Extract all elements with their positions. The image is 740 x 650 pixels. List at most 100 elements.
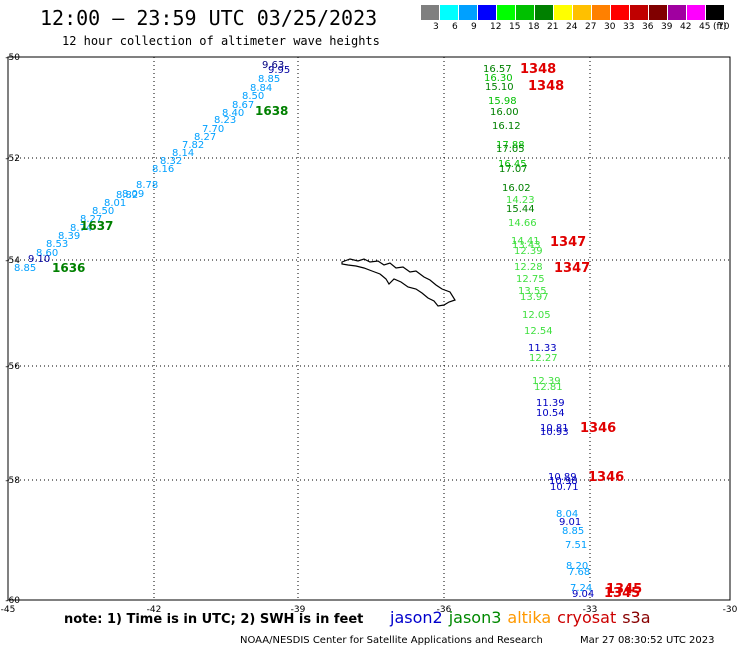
wave-height-label: 10.98 bbox=[549, 476, 578, 487]
wave-height-label: 9.95 bbox=[268, 65, 290, 76]
footer-note: note: 1) Time is in UTC; 2) SWH is in fe… bbox=[64, 612, 364, 627]
scale-swatch bbox=[706, 5, 724, 20]
scale-swatch bbox=[649, 5, 667, 20]
wave-height-label: 8.50 bbox=[242, 91, 264, 102]
wave-height-label: 15.10 bbox=[485, 82, 514, 93]
wave-height-label: 16.02 bbox=[502, 183, 531, 194]
wave-height-label: 8.27 bbox=[80, 214, 102, 225]
wave-height-label: 12.27 bbox=[529, 353, 558, 364]
wave-height-label: 8.09 bbox=[122, 189, 144, 200]
scale-tick-label: 45 bbox=[699, 22, 711, 32]
lon-tick-label: -42 bbox=[147, 605, 162, 615]
wave-height-tracks: 9.639.958.858.848.508.678.408.237.708.27… bbox=[14, 60, 642, 601]
lat-tick-label: -54 bbox=[5, 256, 20, 266]
pass-time-label: 1346 bbox=[588, 470, 624, 485]
wave-height-label: 16.30 bbox=[484, 73, 513, 84]
pass-time-label: 1638 bbox=[255, 104, 288, 118]
pass-time-label: 1346 bbox=[580, 421, 616, 436]
lat-tick-label: -52 bbox=[5, 154, 20, 164]
wave-height-label: 8.04 bbox=[556, 509, 578, 520]
wave-height-label: 10.81 bbox=[540, 423, 569, 434]
wave-height-label: 9.10 bbox=[28, 254, 50, 265]
wave-height-label: 16.45 bbox=[498, 159, 527, 170]
scale-swatch bbox=[687, 5, 705, 20]
wave-height-label: 8.40 bbox=[222, 108, 244, 119]
scale-tick-label: 70 bbox=[718, 22, 730, 32]
scale-tick-label: 15 bbox=[509, 22, 521, 32]
wave-height-label: 8.32 bbox=[160, 156, 182, 167]
wave-height-label: 17.05 bbox=[496, 144, 525, 155]
wave-height-label: 8.20 bbox=[566, 561, 588, 572]
scale-swatch bbox=[630, 5, 648, 20]
wave-height-label: 8.78 bbox=[136, 180, 158, 191]
lat-tick-label: -50 bbox=[5, 53, 20, 63]
wave-height-label: 8.60 bbox=[36, 248, 58, 259]
wave-height-label: 8.50 bbox=[92, 206, 114, 217]
wave-height-label: 8.82 bbox=[116, 190, 138, 201]
scale-tick-label: 30 bbox=[604, 22, 616, 32]
wave-height-label: 10.93 bbox=[540, 427, 569, 438]
wave-height-label: 9.04 bbox=[572, 589, 594, 600]
wave-height-label: 13.43 bbox=[512, 240, 541, 251]
wave-height-label: 15.98 bbox=[488, 96, 517, 107]
wave-height-label: 13.97 bbox=[520, 292, 549, 303]
wave-height-label: 10.54 bbox=[536, 408, 565, 419]
south-georgia-island-coastline bbox=[341, 258, 456, 307]
lon-tick-label: -30 bbox=[723, 605, 738, 615]
wave-height-label: 14.41 bbox=[511, 236, 540, 247]
wave-height-label: 12.39 bbox=[514, 246, 543, 257]
scale-tick-label: 39 bbox=[661, 22, 673, 32]
wave-height-label: 8.01 bbox=[104, 198, 126, 209]
pass-time-label: 1345 bbox=[606, 582, 642, 597]
lon-tick-label: -36 bbox=[437, 605, 452, 615]
pass-time-label: 1345 bbox=[604, 586, 640, 601]
scale-tick-label: 27 bbox=[585, 22, 597, 32]
wave-height-label: 8.85 bbox=[562, 526, 584, 537]
credit-line: NOAA/NESDIS Center for Satellite Applica… bbox=[240, 635, 543, 646]
wave-height-label: 9.01 bbox=[559, 517, 581, 528]
wave-height-label: 7.82 bbox=[182, 140, 204, 151]
legend-entry-altika: altika bbox=[507, 608, 552, 627]
wave-height-label: 13.55 bbox=[518, 286, 547, 297]
wave-height-label: 11.33 bbox=[528, 343, 557, 354]
scale-swatch bbox=[516, 5, 534, 20]
wave-height-label: 17.88 bbox=[496, 140, 525, 151]
pass-time-label: 1348 bbox=[528, 79, 564, 94]
lon-tick-label: -45 bbox=[1, 605, 16, 615]
scale-swatch bbox=[573, 5, 591, 20]
legend-entry-jason2: jason2 bbox=[390, 608, 443, 627]
wave-height-label: 12.81 bbox=[534, 382, 563, 393]
wave-height-label: 15.44 bbox=[506, 204, 535, 215]
scale-tick-label: 24 bbox=[566, 22, 578, 32]
scale-tick-label: 36 bbox=[642, 22, 654, 32]
wave-height-label: 16.57 bbox=[483, 64, 512, 75]
scale-tick-label: 42 bbox=[680, 22, 692, 32]
pass-time-label: 1637 bbox=[80, 219, 113, 233]
scale-tick-label: 12 bbox=[490, 22, 502, 32]
wave-height-label: 8.27 bbox=[194, 132, 216, 143]
wave-height-label: 14.66 bbox=[508, 218, 537, 229]
chart-title: 12:00 – 23:59 UTC 03/25/2023 bbox=[40, 6, 378, 30]
wave-height-label: 7.24 bbox=[570, 583, 592, 594]
scale-swatch bbox=[478, 5, 496, 20]
scale-tick-label: 9 bbox=[471, 22, 477, 32]
wave-height-label: 16.00 bbox=[490, 107, 519, 118]
wave-height-label: 8.85 bbox=[14, 263, 36, 274]
wave-height-label: 12.05 bbox=[522, 310, 551, 321]
wave-height-label: 12.54 bbox=[524, 326, 553, 337]
scale-tick-label: 33 bbox=[623, 22, 635, 32]
map-frame bbox=[7, 56, 731, 601]
satellite-legend: jason2 jason3 altika cryosat s3a bbox=[390, 608, 657, 627]
wave-height-label: 12.75 bbox=[516, 274, 545, 285]
lat-tick-label: -60 bbox=[5, 596, 20, 606]
map-tick-labels: -45 -42 -39 -36 -33 -30 -50 -52 -54 -56 -58 -60 bbox=[1, 53, 738, 615]
wave-height-label: 8.23 bbox=[214, 115, 236, 126]
wave-height-label: 12.28 bbox=[514, 262, 543, 273]
lon-tick-label: -39 bbox=[291, 605, 306, 615]
scale-swatch bbox=[592, 5, 610, 20]
wave-height-label: 17.07 bbox=[499, 164, 528, 175]
pass-time-label: 1347 bbox=[550, 235, 586, 250]
lat-tick-label: -56 bbox=[5, 362, 20, 372]
wave-height-label: 8.67 bbox=[232, 100, 254, 111]
